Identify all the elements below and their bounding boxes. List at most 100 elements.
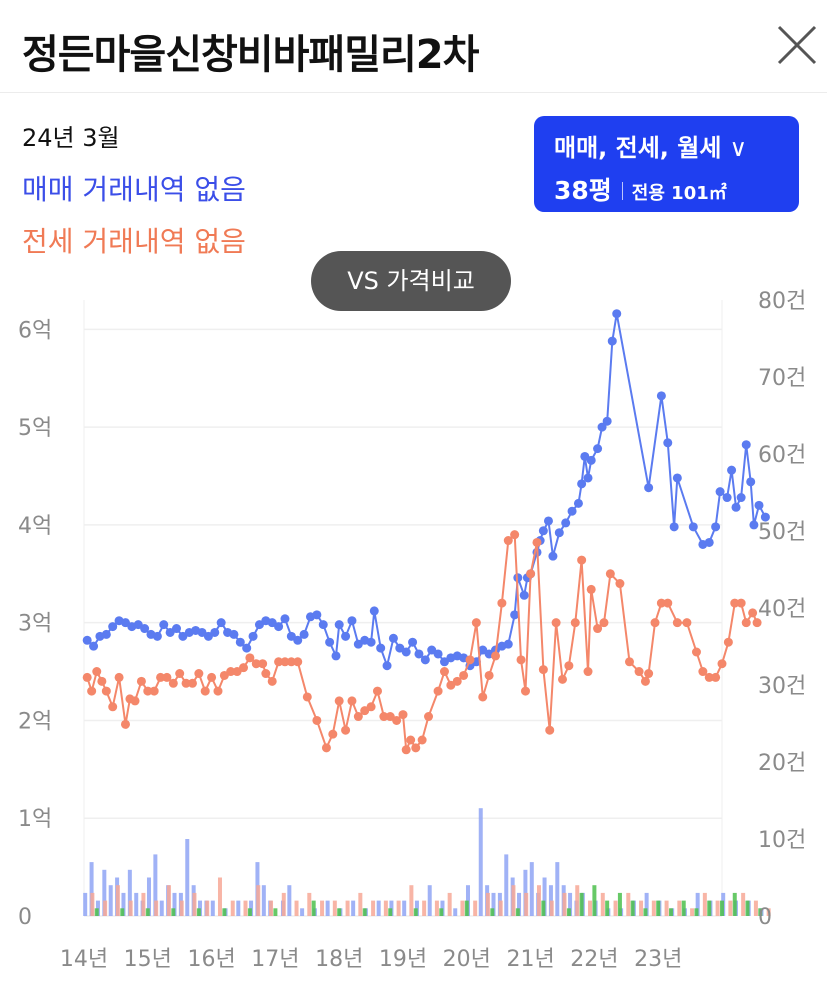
jeonse-price-point <box>717 659 727 669</box>
jeonse-volume-bar <box>447 892 452 916</box>
jeonse-price-point <box>698 667 708 677</box>
jeonse-price-point <box>640 676 650 686</box>
sale-price-point <box>274 622 284 632</box>
sale-price-point <box>607 336 617 346</box>
sale-price-point <box>548 551 558 561</box>
y-tick-label-left: 6억 <box>18 318 52 343</box>
sale-price-point <box>82 635 92 645</box>
sale-price-point <box>318 620 328 630</box>
sale-volume-bar <box>287 885 292 916</box>
jeonse-price-point <box>599 618 609 628</box>
jeonse-volume-bar <box>690 908 695 916</box>
sale-price-point <box>382 661 392 671</box>
jeonse-price-point <box>108 702 118 712</box>
price-compare-button[interactable]: VS 가격비교 <box>311 251 511 311</box>
jeonse-price-point <box>181 678 191 688</box>
jeonse-volume-bar <box>166 885 171 916</box>
y-tick-label-right: 0 <box>758 905 772 930</box>
sale-price-point <box>172 624 182 634</box>
sale-price-point <box>331 651 341 661</box>
sale-volume-bar <box>146 877 151 916</box>
jeonse-price-point <box>82 672 92 682</box>
monthly-volume-bar <box>515 908 520 916</box>
close-icon[interactable] <box>776 24 818 66</box>
jeonse-price-point <box>570 618 580 628</box>
jeonse-price-point <box>267 676 277 686</box>
sale-volume-bar <box>261 885 266 916</box>
jeonse-price-point <box>120 719 130 729</box>
sale-price-point <box>711 522 721 532</box>
jeonse-price-point <box>200 686 210 696</box>
y-tick-label-left: 2억 <box>18 709 52 734</box>
jeonse-volume-bar <box>422 900 427 916</box>
x-tick-label: 19년 <box>379 947 427 972</box>
jeonse-volume-bar <box>651 900 656 916</box>
sale-price-line <box>86 312 767 667</box>
jeonse-volume-bar <box>562 892 567 916</box>
jeonse-volume-bar <box>626 892 631 916</box>
jeonse-volume-bar <box>243 900 248 916</box>
jeonse-price-point <box>526 569 536 579</box>
jeonse-price-point <box>532 537 542 547</box>
jeonse-price-point <box>650 618 660 628</box>
jeonse-price-point <box>424 712 434 722</box>
monthly-volume-bar <box>120 908 125 916</box>
sale-price-point <box>554 528 564 538</box>
jeonse-volume-bar <box>766 908 771 916</box>
monthly-volume-bar <box>362 908 367 916</box>
sale-price-point <box>741 440 751 450</box>
monthly-volume-bar <box>694 908 699 916</box>
x-tick-label: 23년 <box>634 947 682 972</box>
jeonse-volume-bar <box>332 900 337 916</box>
monthly-volume-bar <box>439 908 444 916</box>
x-tick-label: 15년 <box>124 947 172 972</box>
jeonse-price-point <box>691 647 701 657</box>
sale-price-point <box>656 391 666 401</box>
monthly-volume-bar <box>592 885 597 916</box>
jeonse-status: 전세 거래내역 없음 <box>22 225 246 258</box>
monthly-volume-bar <box>388 908 393 916</box>
jeonse-price-point <box>417 735 427 745</box>
sale-price-point <box>736 493 746 503</box>
separator <box>621 182 623 200</box>
sale-volume-bar <box>300 908 305 916</box>
jeonse-price-point <box>187 678 197 688</box>
x-tick-label: 21년 <box>506 947 554 972</box>
sale-price-point <box>401 647 411 657</box>
jeonse-volume-bar <box>741 892 746 916</box>
monthly-volume-bar <box>605 900 610 916</box>
jeonse-volume-bar <box>639 900 644 916</box>
sale-volume-bar <box>644 892 649 916</box>
jeonse-price-point <box>130 696 140 706</box>
jeonse-volume-bar <box>664 900 669 916</box>
jeonse-volume-bar <box>371 900 376 916</box>
jeonse-price-point <box>711 672 721 682</box>
jeonse-price-point <box>752 618 762 628</box>
jeonse-volume-bar <box>307 892 312 916</box>
sale-price-point <box>602 416 612 426</box>
sale-price-point <box>101 629 111 639</box>
jeonse-price-point <box>251 659 261 669</box>
jeonse-price-point <box>258 659 268 669</box>
sale-price-point <box>341 631 351 641</box>
sale-volume-bar <box>376 900 381 916</box>
jeonse-price-point <box>723 637 733 647</box>
jeonse-price-point <box>439 667 449 677</box>
jeonse-price-point <box>207 672 217 682</box>
jeonse-price-point <box>577 555 587 565</box>
sale-volume-bar <box>159 900 164 916</box>
sale-volume-bar <box>127 869 132 916</box>
monthly-volume-bar <box>617 892 622 916</box>
jeonse-price-point <box>312 715 322 725</box>
jeonse-volume-bar <box>473 900 478 916</box>
jeonse-price-point <box>510 530 520 540</box>
jeonse-volume-bar <box>434 900 439 916</box>
jeonse-volume-bar <box>141 892 146 916</box>
jeonse-price-point <box>213 686 223 696</box>
x-tick-label: 14년 <box>60 947 108 972</box>
jeonse-price-point <box>459 670 469 680</box>
sale-price-point <box>229 629 239 639</box>
filter-button[interactable]: 매매, 전세, 월세 ∨ 38평 전용 101㎡ <box>534 116 799 212</box>
jeonse-volume-bar <box>192 892 197 916</box>
